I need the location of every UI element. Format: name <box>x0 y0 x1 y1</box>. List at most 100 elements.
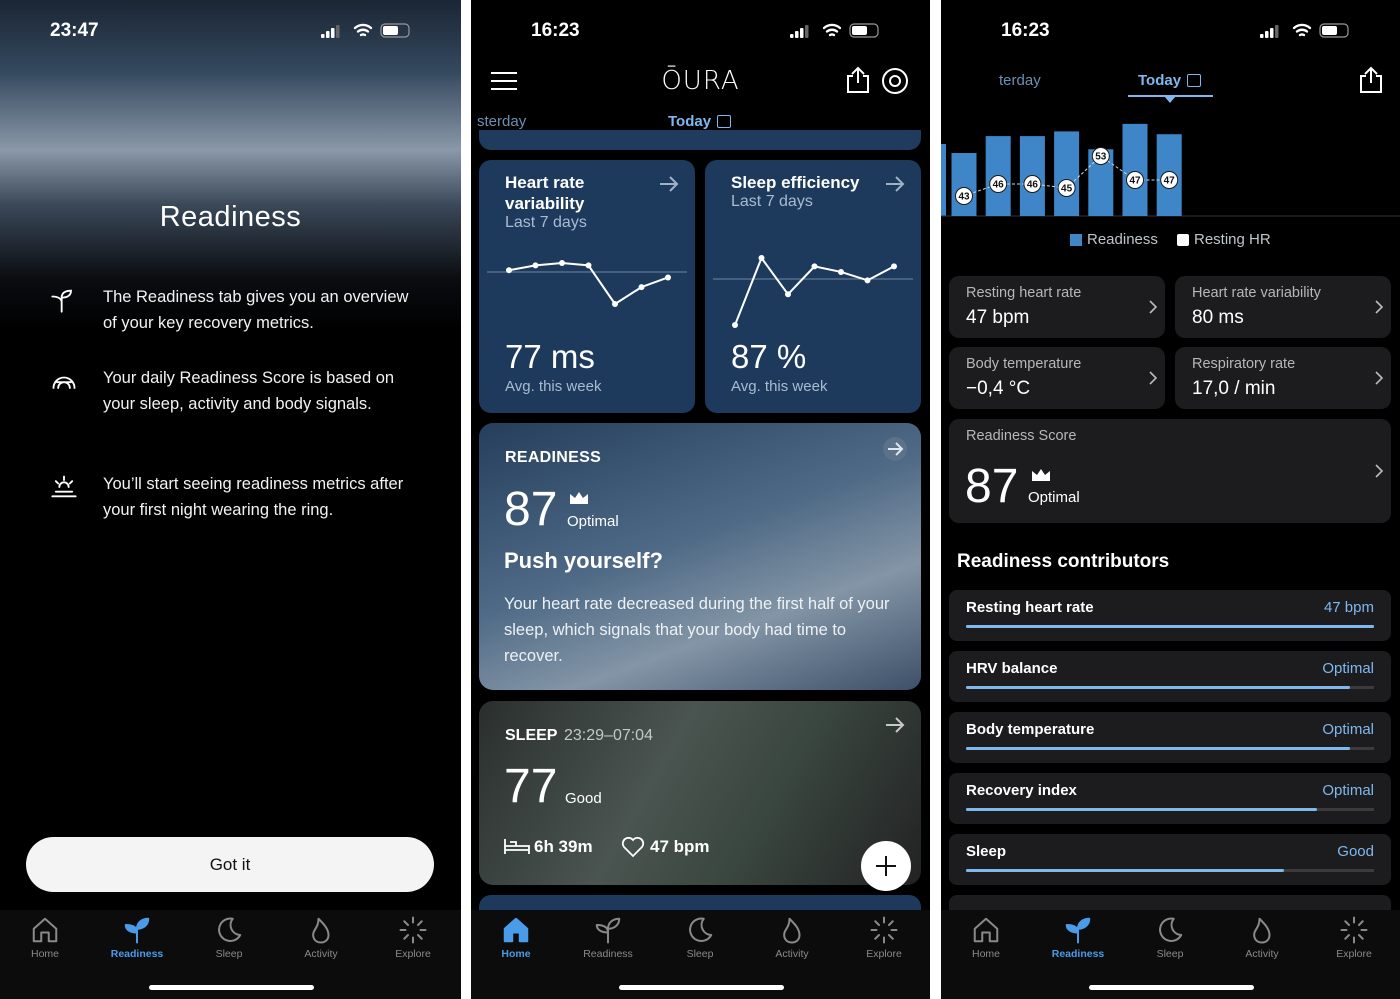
home-indicator <box>618 985 784 990</box>
readiness-card[interactable] <box>479 423 921 690</box>
metric-tile[interactable] <box>1175 276 1391 338</box>
battery-level <box>852 26 867 35</box>
signal-bar <box>790 34 794 38</box>
signal-bar <box>1265 31 1269 38</box>
contributor-row[interactable] <box>949 834 1391 885</box>
progress-fill <box>966 808 1317 811</box>
card-title: Sleep efficiency <box>731 173 860 192</box>
contributor-row[interactable] <box>949 773 1391 824</box>
menu-button <box>491 72 517 90</box>
tab-label[interactable]: Readiness <box>110 948 164 960</box>
tab-label[interactable]: Activity <box>1245 948 1279 960</box>
tab-glyph <box>870 916 898 944</box>
tab-icon <box>399 916 427 944</box>
tab-glyph <box>32 917 58 943</box>
contributor-row[interactable] <box>949 590 1391 641</box>
chevron <box>1375 464 1384 478</box>
bar-partial <box>941 144 946 216</box>
contributor-row[interactable] <box>949 712 1391 763</box>
metric-card[interactable] <box>705 160 921 413</box>
trend-point <box>785 291 791 298</box>
tab-glyph <box>124 917 150 944</box>
trend-point <box>732 322 738 328</box>
tile-value: 80 ms <box>1192 307 1244 328</box>
metric-tile[interactable] <box>1175 347 1391 409</box>
screen-title: Readiness <box>159 201 302 233</box>
progress-fill <box>966 686 1350 689</box>
tab-icon <box>1340 916 1368 944</box>
tab-label[interactable]: Explore <box>1336 948 1372 960</box>
readiness-score: 87 <box>504 483 558 536</box>
contributor-value: 47 bpm <box>1323 599 1374 616</box>
day-tab-active[interactable]: Today <box>1138 72 1182 89</box>
tab-icon <box>218 917 242 942</box>
trend-point <box>612 301 618 307</box>
chevron <box>1375 300 1384 314</box>
arrow-glyph <box>886 717 905 733</box>
resting-hr-label: 43 <box>958 192 970 203</box>
day-tab[interactable]: sterday <box>477 113 527 130</box>
signal-bar <box>800 28 804 38</box>
status-icons <box>321 23 410 38</box>
info-text: The Readiness tab gives you an overview … <box>103 288 409 332</box>
tab-icon <box>503 917 529 943</box>
legend-label: Readiness <box>1087 231 1158 248</box>
sleep-card[interactable] <box>479 701 921 885</box>
tab-label[interactable]: Readiness <box>1051 948 1105 960</box>
resting-hr-label: 53 <box>1095 152 1107 163</box>
chevron-glyph <box>1375 300 1384 314</box>
tab-label[interactable]: Sleep <box>1156 948 1184 960</box>
tab-label[interactable]: Explore <box>395 948 431 960</box>
info-text: Your daily Readiness Score is based on y… <box>103 369 395 413</box>
score-tile[interactable] <box>949 419 1391 523</box>
tab-glyph <box>689 917 713 942</box>
tab-label[interactable]: Home <box>971 948 1000 960</box>
tab-glyph <box>1159 917 1183 942</box>
got-it-button[interactable]: Got it <box>26 837 434 892</box>
tile-label: Body temperature <box>966 356 1082 372</box>
crown <box>1032 469 1050 481</box>
arrow-glyph <box>888 442 904 456</box>
battery <box>849 23 879 38</box>
signal-bar <box>1275 25 1279 38</box>
resting-hr-label: 47 <box>1129 176 1141 187</box>
sleep-rating: Good <box>565 790 602 807</box>
tab-label[interactable]: Sleep <box>215 948 243 960</box>
tab-glyph <box>503 917 529 943</box>
resting-hr-label: 46 <box>993 180 1005 191</box>
arrow-glyph <box>660 176 679 192</box>
signal-bar <box>795 31 799 38</box>
tab-label[interactable]: Sleep <box>686 948 714 960</box>
metric-tile[interactable] <box>949 276 1165 338</box>
status-time: 16:23 <box>531 20 580 41</box>
arrow <box>660 176 679 192</box>
item-glyph <box>51 475 77 498</box>
tab-glyph <box>312 917 330 944</box>
tab-glyph <box>1340 916 1368 944</box>
section-label: READINESS <box>505 449 602 466</box>
arrow <box>886 176 905 192</box>
bed-glyph <box>504 839 530 854</box>
metric-card[interactable] <box>479 160 695 413</box>
item-glyph <box>51 289 72 313</box>
trend-point <box>864 277 871 284</box>
settings-ring <box>882 68 908 94</box>
tab-icon <box>312 917 330 944</box>
tab-label[interactable]: Activity <box>304 948 338 960</box>
day-tab[interactable]: terday <box>999 72 1041 89</box>
share-glyph <box>847 66 869 93</box>
tab-label[interactable]: Home <box>30 948 59 960</box>
contributor-row[interactable] <box>949 651 1391 702</box>
metric-tile[interactable] <box>949 347 1165 409</box>
day-tab-active[interactable]: Today <box>668 113 712 130</box>
tab-label[interactable]: Explore <box>866 948 902 960</box>
signal-bar <box>331 28 335 38</box>
signal-bar <box>805 25 809 38</box>
tab-label[interactable]: Activity <box>775 948 809 960</box>
status-icons <box>790 23 879 38</box>
tab-label[interactable]: Home <box>501 948 531 960</box>
tab-label[interactable]: Readiness <box>583 948 633 960</box>
contributor-value: Good <box>1337 843 1374 860</box>
chevron-glyph <box>1375 464 1384 478</box>
